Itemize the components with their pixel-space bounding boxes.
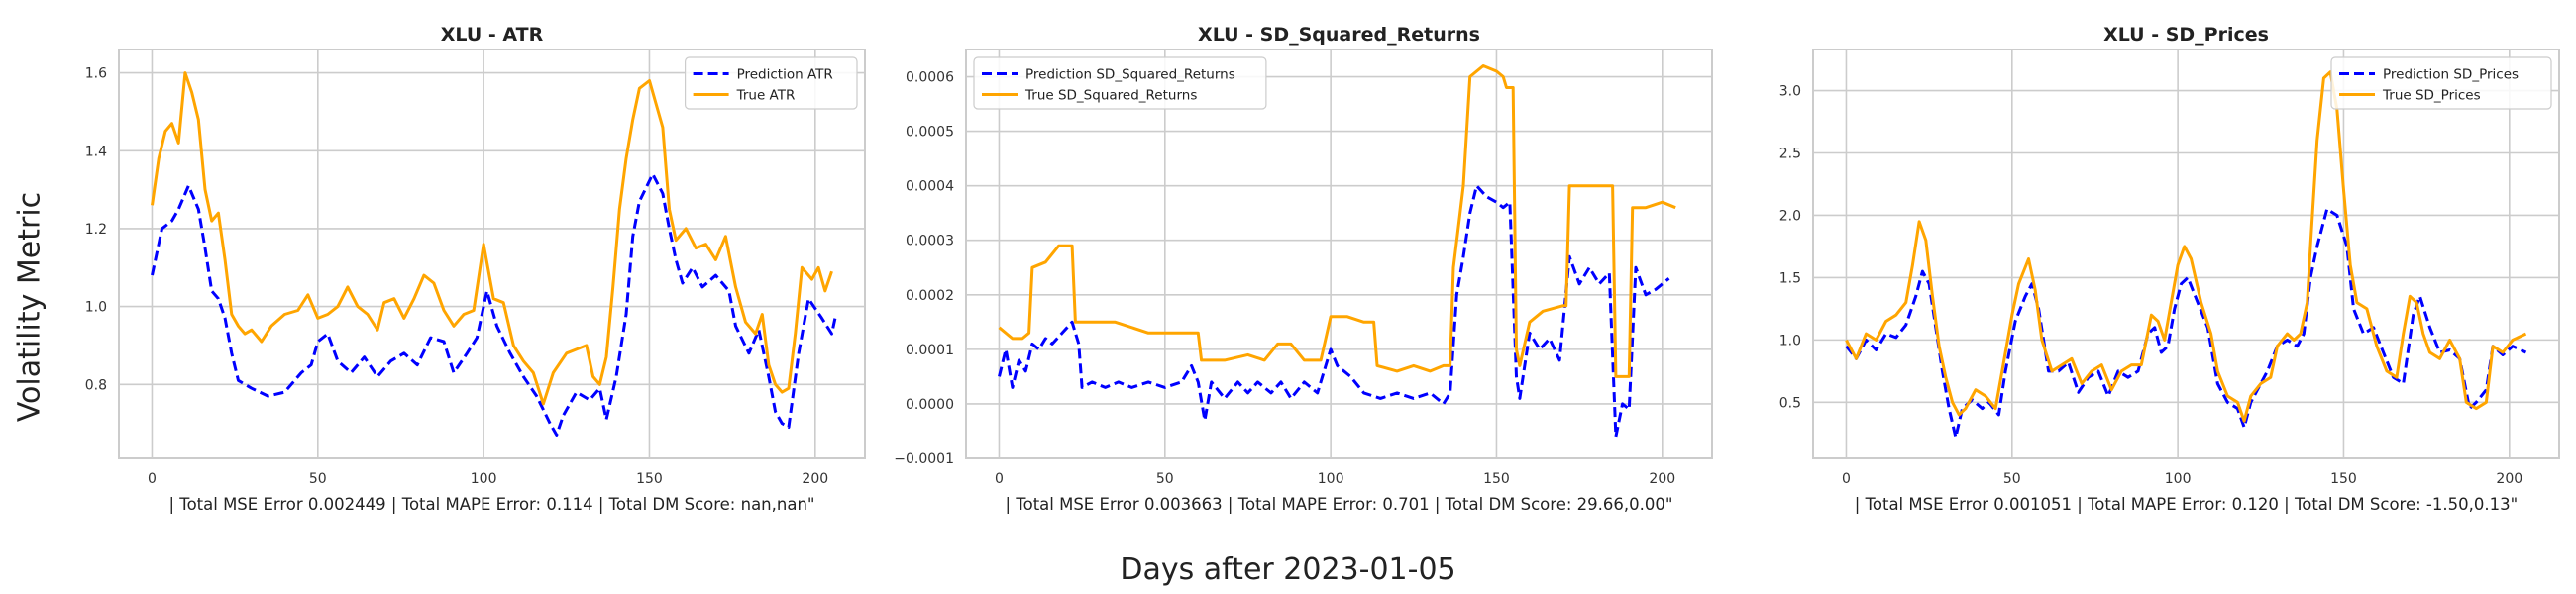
- x-tick-label: 50: [2003, 471, 2021, 487]
- x-tick-label: 150: [636, 471, 663, 487]
- x-axis-label: | Total MSE Error 0.003663 | Total MAPE …: [1006, 495, 1673, 514]
- series-line-1: [151, 172, 837, 437]
- y-tick-label: 0.0001: [906, 343, 954, 358]
- y-tick-label: 0.0006: [906, 70, 954, 86]
- plot-area: [1813, 50, 2559, 458]
- y-tick-label: 1.4: [85, 144, 107, 159]
- y-tick-label: 0.5: [1779, 395, 1801, 411]
- x-tick-label: 150: [2330, 471, 2357, 487]
- y-tick-label: 0.0004: [906, 179, 954, 195]
- legend-box: [2330, 56, 2552, 110]
- legend-label: True ATR: [736, 88, 796, 104]
- x-tick-label: 100: [1318, 471, 1344, 487]
- y-tick-label: 1.2: [85, 222, 107, 238]
- y-tick-label: 0.0000: [906, 397, 954, 413]
- plot-area: [119, 50, 865, 458]
- axes-frame: [1812, 49, 2560, 459]
- series-line-1: [1845, 207, 2527, 440]
- axes-frame: [118, 49, 866, 459]
- x-tick-label: 150: [1483, 471, 1510, 487]
- y-tick-label: 2.5: [1779, 147, 1801, 162]
- legend-label: Prediction SD_Prices: [2383, 67, 2519, 83]
- x-axis-label: | Total MSE Error 0.002449 | Total MAPE …: [168, 495, 814, 514]
- x-tick-label: 200: [2496, 471, 2522, 487]
- legend: Prediction SD_Prices True SD_Prices: [2330, 56, 2552, 110]
- chart-title: XLU - SD_Prices: [2103, 24, 2269, 46]
- chart-panel-2: 0 50 100 150 200 −0.0001 0.0000 0.0001 0.0002 0.0…: [894, 24, 1713, 514]
- chart-panel-1: 0 50 100 150 200 0.8 1.0 1.2 1.4 1.6 XLU - ATR | To…: [85, 24, 866, 514]
- y-tick-label: 2.0: [1779, 208, 1801, 224]
- x-tick-label: 0: [148, 471, 157, 487]
- chart-title: XLU - SD_Squared_Returns: [1198, 24, 1480, 46]
- y-tick-label: 0.0003: [906, 234, 954, 249]
- x-tick-label: 100: [2165, 471, 2192, 487]
- plot-area: [966, 50, 1712, 458]
- legend-box: [973, 56, 1267, 110]
- y-tick-label: 1.5: [1779, 270, 1801, 286]
- series-line-2: [998, 64, 1676, 378]
- y-tick-label: 0.8: [85, 377, 107, 393]
- legend-label: True SD_Prices: [2382, 88, 2481, 104]
- x-tick-label: 200: [1649, 471, 1675, 487]
- figure-x-label: Days after 2023-01-05: [1120, 552, 1456, 587]
- x-tick-label: 200: [802, 471, 828, 487]
- legend: Prediction ATR True ATR: [684, 56, 858, 110]
- legend-label: Prediction ATR: [737, 67, 833, 83]
- series-line-2: [1845, 70, 2527, 423]
- y-tick-label: 0.0002: [906, 288, 954, 304]
- chart-panel-3: 0 50 100 150 200 0.5 1.0 1.5 2.0 2.5 3.0 XLU - SD_P…: [1779, 24, 2560, 514]
- chart-title: XLU - ATR: [441, 24, 544, 46]
- y-tick-label: 1.0: [85, 300, 107, 316]
- y-tick-label: 1.6: [85, 66, 107, 82]
- legend-label: Prediction SD_Squared_Returns: [1025, 67, 1235, 83]
- y-tick-label: 1.0: [1779, 333, 1801, 348]
- x-tick-label: 50: [1156, 471, 1174, 487]
- x-tick-label: 0: [995, 471, 1004, 487]
- y-tick-label: 3.0: [1779, 84, 1801, 100]
- x-axis-label: | Total MSE Error 0.001051 | Total MAPE …: [1855, 495, 2518, 514]
- series-line-2: [151, 71, 833, 406]
- figure-y-label: Volatility Metric: [12, 191, 48, 423]
- x-tick-label: 50: [309, 471, 327, 487]
- legend-label: True SD_Squared_Returns: [1024, 88, 1197, 104]
- y-tick-label: −0.0001: [894, 451, 954, 467]
- legend: Prediction SD_Squared_Returns True SD_Squ…: [973, 56, 1267, 110]
- x-tick-label: 0: [1842, 471, 1851, 487]
- x-tick-label: 100: [471, 471, 497, 487]
- y-tick-label: 0.0005: [906, 125, 954, 141]
- axes-frame: [965, 49, 1713, 459]
